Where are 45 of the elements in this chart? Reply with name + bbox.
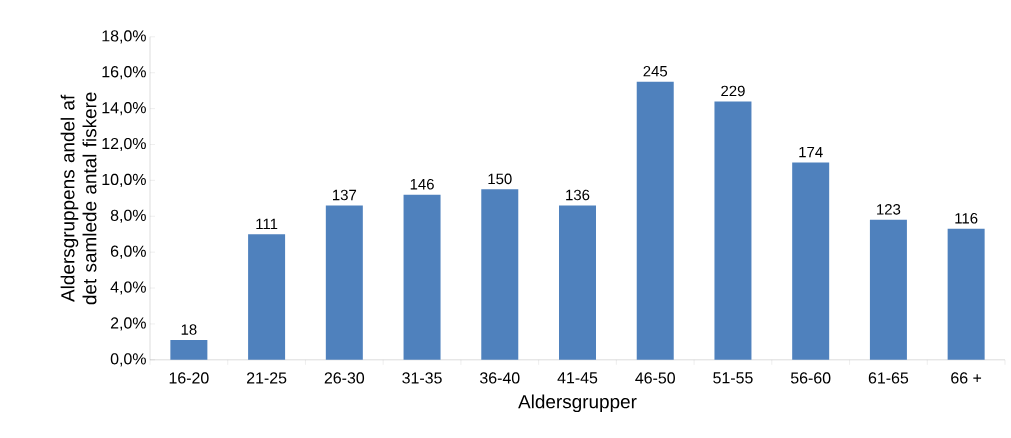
bar [170,340,208,360]
annotation: 245 [643,65,668,77]
x-tick-label: 61-65 [868,372,909,384]
annotation: 111 [256,218,278,230]
x-tick-label: 51-55 [713,372,753,384]
x-tick-label: 26-30 [324,372,365,384]
annotation: 229 [721,85,745,97]
y-tick-label: 6,0% [110,245,146,259]
y-tick-label: 2,0% [110,317,146,331]
y-tick-label: 18,0% [102,30,146,44]
bar [325,205,363,360]
y-tick-label: 4,0% [110,281,146,295]
x-tick-label: 36-40 [480,372,520,384]
y-tick-label: 14,0% [102,102,146,116]
bar [403,194,441,360]
x-tick-label: 56-60 [790,372,831,384]
y-tick-label: 0,0% [110,353,146,367]
y-tick-label: 8,0% [110,209,146,223]
bar [248,234,286,360]
x-tick-label: 41-45 [557,372,598,384]
x-tick-label: 21-25 [247,372,287,384]
annotation: 150 [488,173,512,185]
annotation: 116 [955,213,978,224]
x-tick-label: 31-35 [402,372,442,384]
x-axis-title: Aldersgrupper [518,394,637,413]
annotation: 123 [877,204,901,215]
x-tick-label: 16-20 [169,372,209,384]
y-tick-label: 12,0% [102,138,146,152]
bar [714,101,752,360]
y-tick-label: 16,0% [102,66,146,80]
bar [869,219,907,360]
bar [481,189,519,360]
y-axis-title: Aldersgruppens andel af det samlede antal fiskere [60,92,97,305]
annotation: 174 [799,147,823,158]
annotation: 136 [566,189,590,201]
x-tick-label: 66 + [951,372,982,384]
bar [947,228,985,360]
bar [636,81,674,360]
bar [559,205,597,360]
bar [792,162,830,360]
y-tick-label: 10,0% [102,173,146,188]
annotation: 137 [333,189,357,201]
x-tick-label: 46-50 [635,372,675,384]
annotation: 146 [410,179,434,190]
annotation: 18 [181,324,197,335]
